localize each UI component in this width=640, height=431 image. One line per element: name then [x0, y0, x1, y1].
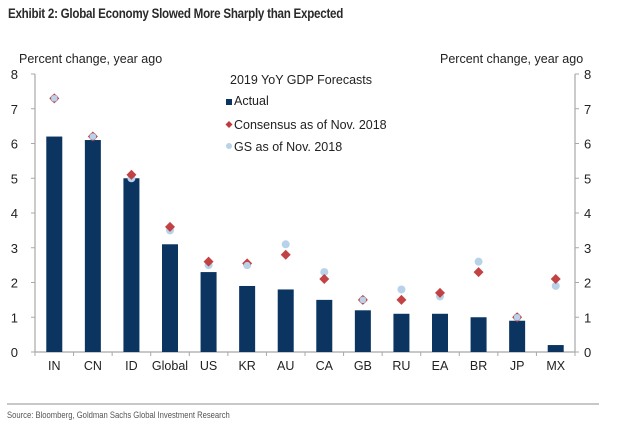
- y-tick-label-right: 3: [584, 241, 591, 256]
- x-tick-label: GB: [354, 359, 372, 373]
- x-tick-label: IN: [48, 359, 61, 373]
- y-axis-label-right: Percent change, year ago: [440, 52, 583, 66]
- point-gs-ca: [320, 268, 329, 277]
- point-gs-overlap-cn: [89, 133, 97, 140]
- point-consensus-au: [280, 249, 291, 260]
- legend-label-gs: GS as of Nov. 2018: [234, 140, 342, 154]
- legend-label-consensus: Consensus as of Nov. 2018: [234, 118, 387, 132]
- bar-actual-ru: [393, 313, 410, 352]
- bars-actual: [46, 136, 564, 352]
- y-tick-label-left: 4: [11, 206, 18, 221]
- bar-actual-us: [200, 272, 217, 352]
- x-tick-label: ID: [125, 359, 138, 373]
- chart-title: Exhibit 2: Global Economy Slowed More Sh…: [8, 6, 344, 21]
- point-consensus-id: [126, 169, 137, 180]
- y-tick-label-right: 5: [584, 171, 591, 186]
- legend-title: 2019 YoY GDP Forecasts: [230, 73, 372, 87]
- y-tick-label-right: 1: [584, 310, 591, 325]
- x-tick-label: MX: [546, 359, 565, 373]
- legend-swatch-consensus: [225, 121, 233, 128]
- x-tick-label: JP: [510, 359, 525, 373]
- y-tick-label-right: 4: [584, 206, 591, 221]
- y-tick-label-left: 6: [11, 137, 18, 152]
- y-tick-label-right: 2: [584, 276, 591, 291]
- point-gs-mx: [551, 281, 560, 290]
- y-tick-label-left: 5: [11, 171, 18, 186]
- legend-swatch-gs: [226, 143, 232, 149]
- point-gs-br: [474, 257, 483, 266]
- y-tick-label-left: 3: [11, 241, 18, 256]
- point-gs-overlap-in: [50, 95, 58, 102]
- y-tick-label-left: 1: [11, 310, 18, 325]
- x-tick-label: Global: [152, 359, 188, 373]
- point-consensus-ca: [319, 274, 330, 285]
- bar-actual-jp: [509, 320, 526, 352]
- point-consensus-mx: [550, 274, 561, 285]
- point-consensus-global: [165, 221, 175, 232]
- bar-actual-in: [46, 136, 63, 352]
- legend: 2019 YoY GDP Forecasts Actual Consensus as…: [225, 73, 387, 154]
- legend-label-actual: Actual: [234, 94, 269, 108]
- y-tick-label-left: 0: [11, 345, 18, 360]
- x-tick-label: KR: [238, 359, 255, 373]
- x-tick-label: EA: [432, 359, 449, 373]
- x-tick-label: AU: [277, 359, 294, 373]
- y-tick-label-right: 0: [584, 345, 591, 360]
- point-gs-overlap-kr: [243, 261, 251, 269]
- source-divider: [7, 403, 599, 405]
- y-tick-label-right: 7: [584, 102, 591, 117]
- point-consensus-ea: [435, 287, 445, 298]
- y-tick-label-left: 2: [11, 276, 18, 291]
- bar-actual-br: [470, 317, 487, 352]
- point-gs-ru: [397, 285, 406, 294]
- bar-actual-cn: [84, 140, 101, 352]
- bar-actual-gb: [354, 310, 371, 352]
- bar-actual-au: [277, 289, 294, 352]
- bar-actual-ca: [316, 299, 333, 352]
- point-consensus-us: [203, 256, 214, 267]
- bar-actual-mx: [547, 345, 564, 352]
- x-tick-label: BR: [470, 359, 487, 373]
- source-note: Source: Bloomberg, Goldman Sachs Global …: [7, 410, 230, 420]
- x-tick-label: US: [200, 359, 217, 373]
- bar-actual-kr: [239, 285, 256, 352]
- point-consensus-ru: [396, 294, 407, 305]
- point-gs-au: [281, 240, 290, 249]
- point-gs-overlap-gb: [359, 296, 367, 304]
- legend-swatch-actual: [226, 99, 232, 105]
- bar-actual-global: [162, 244, 178, 352]
- point-consensus-br: [473, 267, 484, 278]
- x-tick-label: CA: [316, 359, 334, 373]
- x-tick-label: RU: [392, 359, 410, 373]
- y-tick-label-right: 8: [584, 67, 591, 82]
- bar-actual-id: [123, 178, 140, 352]
- y-axis-label-left: Percent change, year ago: [19, 52, 162, 66]
- point-gs-overlap-jp: [513, 313, 521, 321]
- y-tick-label-right: 6: [584, 137, 591, 152]
- y-tick-label-left: 7: [11, 102, 18, 117]
- y-tick-label-left: 8: [11, 67, 18, 82]
- bar-actual-ea: [432, 313, 448, 352]
- x-tick-label: CN: [84, 359, 102, 373]
